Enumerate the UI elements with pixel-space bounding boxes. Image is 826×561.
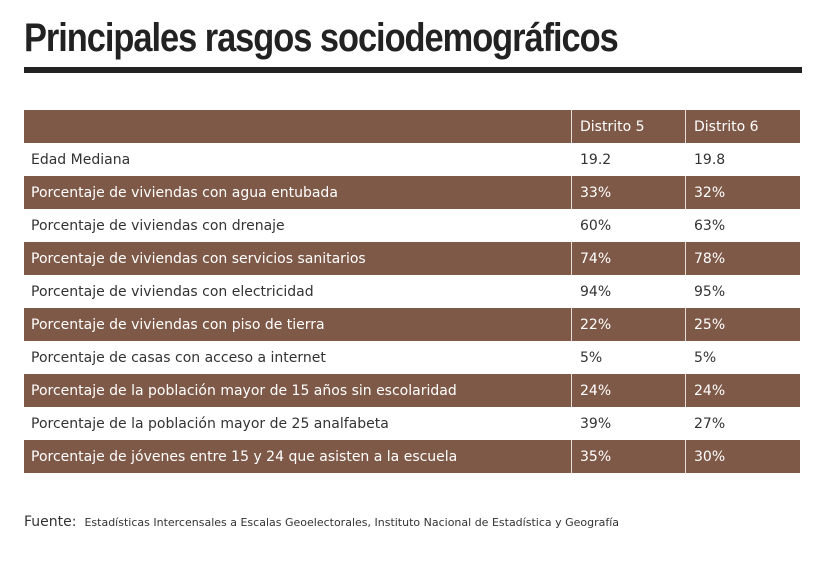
distrito-5-value: 35%	[571, 440, 685, 473]
distrito-5-value: 24%	[571, 374, 685, 407]
distrito-5-value: 33%	[571, 176, 685, 209]
header-cell-label	[24, 110, 571, 143]
table-row: Porcentaje de viviendas con agua entubad…	[24, 176, 800, 209]
data-table: Distrito 5 Distrito 6 Edad Mediana 19.2 …	[24, 110, 800, 473]
table-row: Porcentaje de la población mayor de 15 a…	[24, 374, 800, 407]
distrito-6-value: 24%	[685, 374, 800, 407]
table-row: Porcentaje de la población mayor de 25 a…	[24, 407, 800, 440]
source-note: Fuente: Estadísticas Intercensales a Esc…	[24, 514, 619, 530]
row-label: Porcentaje de viviendas con agua entubad…	[31, 184, 338, 201]
source-label: Fuente:	[24, 514, 77, 530]
table-row: Edad Mediana 19.2 19.8	[24, 143, 800, 176]
header-cell-distrito-6: Distrito 6	[685, 110, 800, 143]
distrito-6-value: 30%	[685, 440, 800, 473]
row-label: Edad Mediana	[31, 151, 131, 168]
table-row: Porcentaje de casas con acceso a interne…	[24, 341, 800, 374]
distrito-6-value: 32%	[685, 176, 800, 209]
table-row: Porcentaje de viviendas con drenaje 60% …	[24, 209, 800, 242]
source-text: Estadísticas Intercensales a Escalas Geo…	[84, 516, 620, 529]
title-divider	[24, 67, 802, 73]
distrito-5-value: 5%	[580, 349, 603, 366]
row-label: Porcentaje de viviendas con servicios sa…	[31, 250, 366, 267]
distrito-5-value: 22%	[571, 308, 685, 341]
row-label: Porcentaje de jóvenes entre 15 y 24 que …	[31, 448, 458, 465]
distrito-6-value: 63%	[694, 217, 726, 234]
distrito-6-value: 19.8	[694, 151, 726, 168]
table-row: Porcentaje de viviendas con electricidad…	[24, 275, 800, 308]
table-row: Porcentaje de viviendas con servicios sa…	[24, 242, 800, 275]
row-label: Porcentaje de viviendas con electricidad	[31, 283, 314, 300]
distrito-6-value: 25%	[685, 308, 800, 341]
distrito-6-value: 5%	[694, 349, 717, 366]
distrito-6-value: 27%	[694, 415, 726, 432]
row-label: Porcentaje de viviendas con piso de tier…	[31, 316, 325, 333]
table-header-row: Distrito 5 Distrito 6	[24, 110, 800, 143]
page-title: Principales rasgos sociodemográficos	[24, 16, 619, 60]
distrito-5-value: 19.2	[580, 151, 612, 168]
distrito-6-value: 78%	[685, 242, 800, 275]
row-label: Porcentaje de viviendas con drenaje	[31, 217, 285, 234]
row-label: Porcentaje de casas con acceso a interne…	[31, 349, 326, 366]
distrito-5-value: 74%	[571, 242, 685, 275]
distrito-5-value: 39%	[580, 415, 612, 432]
distrito-5-value: 94%	[580, 283, 612, 300]
row-label: Porcentaje de la población mayor de 25 a…	[31, 415, 389, 432]
header-cell-distrito-5: Distrito 5	[571, 110, 685, 143]
distrito-5-value: 60%	[580, 217, 612, 234]
table-row: Porcentaje de jóvenes entre 15 y 24 que …	[24, 440, 800, 473]
distrito-6-value: 95%	[694, 283, 726, 300]
table-row: Porcentaje de viviendas con piso de tier…	[24, 308, 800, 341]
row-label: Porcentaje de la población mayor de 15 a…	[31, 382, 457, 399]
